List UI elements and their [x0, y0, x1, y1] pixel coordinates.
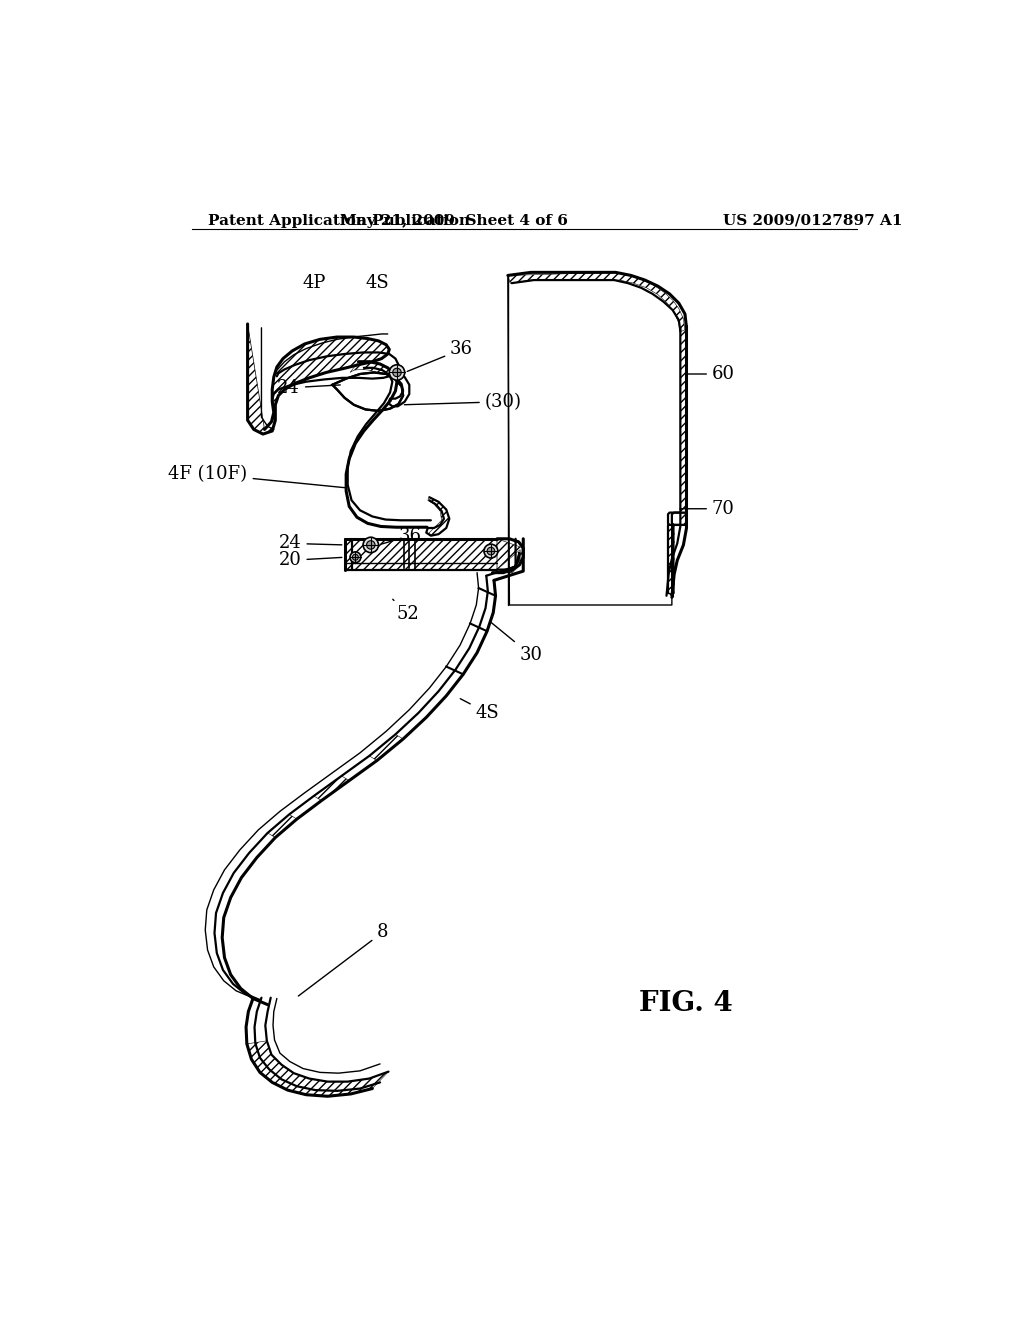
Polygon shape [668, 525, 674, 594]
Text: May 21, 2009  Sheet 4 of 6: May 21, 2009 Sheet 4 of 6 [340, 214, 568, 228]
Text: 20: 20 [279, 552, 342, 569]
Text: 4F (10F): 4F (10F) [169, 465, 345, 487]
Text: US 2009/0127897 A1: US 2009/0127897 A1 [724, 214, 903, 228]
Text: 36: 36 [408, 341, 473, 371]
Circle shape [367, 541, 375, 549]
Text: 24: 24 [278, 379, 340, 397]
Circle shape [393, 368, 401, 376]
Polygon shape [248, 323, 389, 434]
Text: 8: 8 [298, 923, 388, 997]
Polygon shape [333, 372, 403, 411]
Polygon shape [428, 498, 450, 536]
Text: 70: 70 [680, 500, 735, 517]
Polygon shape [267, 814, 297, 837]
Text: 24: 24 [279, 535, 342, 552]
Circle shape [487, 548, 495, 554]
Circle shape [352, 554, 358, 560]
Text: 4S: 4S [366, 275, 389, 292]
Polygon shape [370, 734, 403, 760]
Text: 4S: 4S [460, 698, 500, 722]
Text: 60: 60 [686, 366, 735, 383]
Text: 36: 36 [381, 527, 422, 545]
Text: 4P: 4P [302, 275, 326, 292]
Polygon shape [350, 362, 392, 381]
Polygon shape [247, 1040, 388, 1096]
Text: Patent Application Publication: Patent Application Publication [208, 214, 470, 228]
Polygon shape [497, 539, 523, 573]
Circle shape [350, 552, 360, 562]
Text: FIG. 4: FIG. 4 [639, 990, 732, 1016]
Polygon shape [508, 272, 685, 334]
Polygon shape [680, 512, 686, 525]
Polygon shape [680, 330, 686, 512]
Text: 52: 52 [393, 599, 419, 623]
Circle shape [389, 364, 404, 380]
Text: 30: 30 [490, 622, 543, 664]
Circle shape [364, 537, 379, 553]
Circle shape [484, 544, 498, 558]
Text: (30): (30) [404, 393, 522, 411]
Polygon shape [313, 776, 349, 800]
Polygon shape [345, 539, 497, 570]
